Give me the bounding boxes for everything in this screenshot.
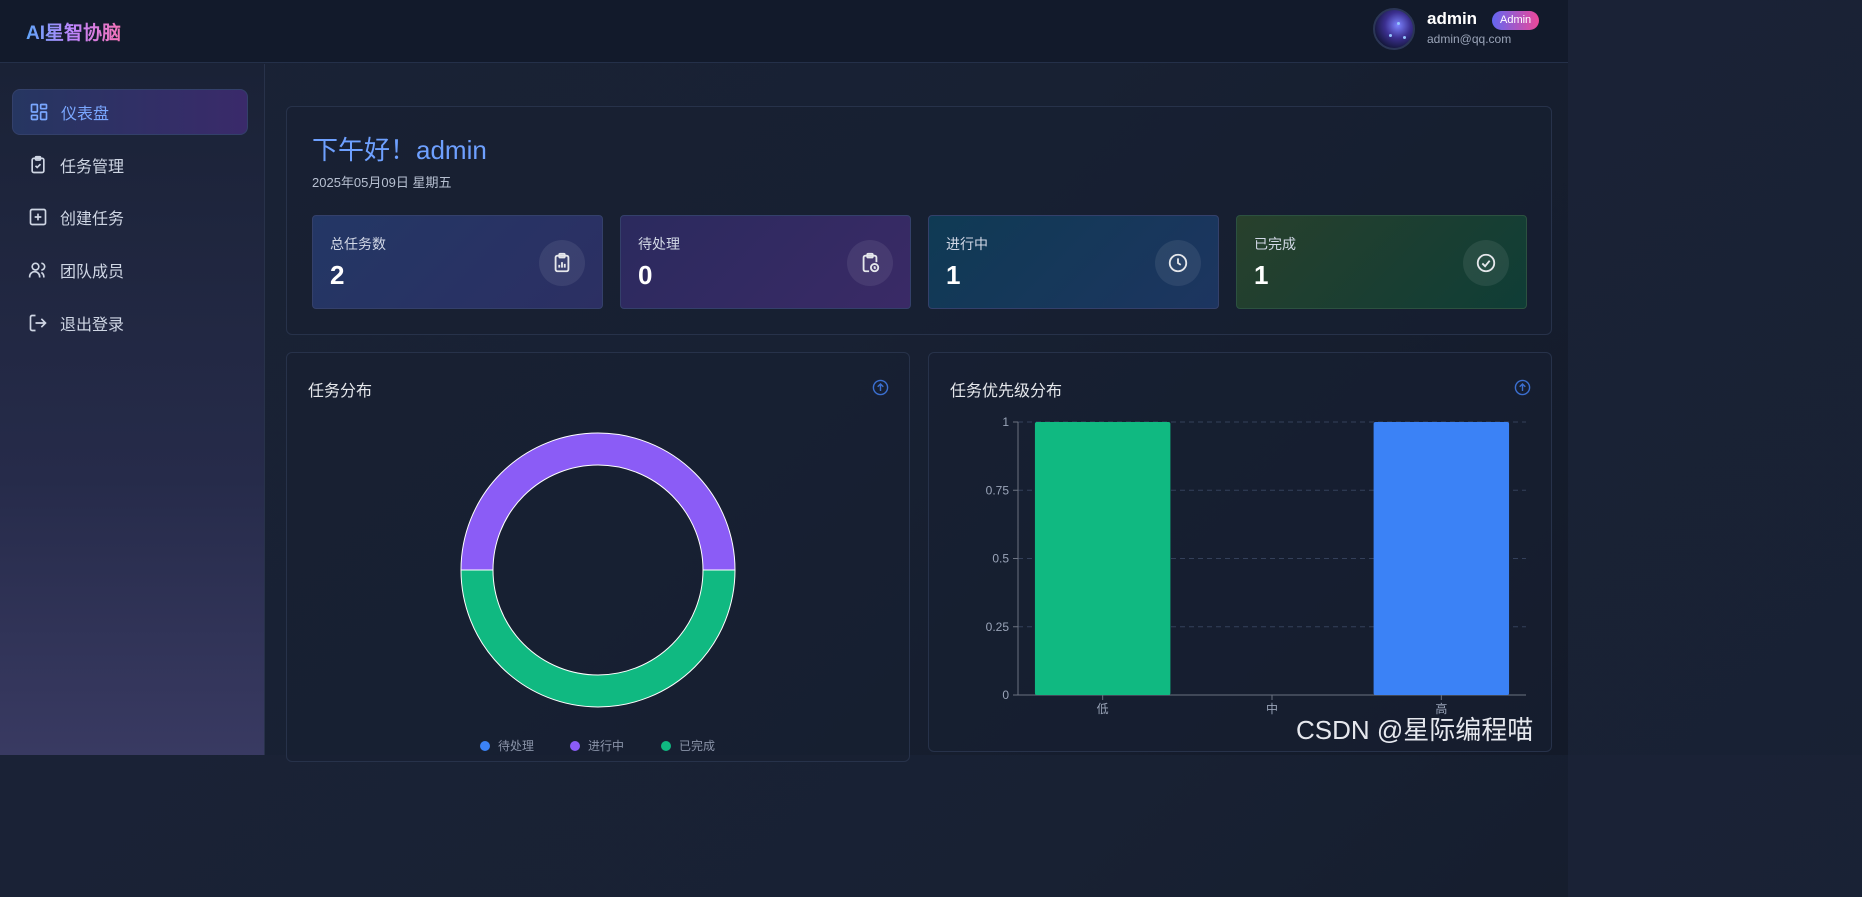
stat-value: 2 xyxy=(330,260,345,290)
users-icon xyxy=(28,262,46,278)
clipboard-icon xyxy=(31,155,45,174)
sidebar-item-label: 退出登录 xyxy=(60,317,125,334)
user-name: admin xyxy=(1427,9,1478,28)
greeting-title: 下午好！admin xyxy=(312,135,487,165)
clipboard-clock-icon xyxy=(847,240,893,286)
stat-value: 1 xyxy=(946,260,961,290)
x-tick-label: 低 xyxy=(1097,702,1109,716)
info-icon[interactable] xyxy=(872,379,889,396)
stat-value: 0 xyxy=(638,260,653,290)
stat-card-total[interactable]: 总任务数 2 xyxy=(312,215,603,309)
legend-dot xyxy=(570,740,580,751)
stat-card-in-progress[interactable]: 进行中 1 xyxy=(928,215,1219,309)
legend-label: 进行中 xyxy=(588,739,625,753)
current-date: 2025年05月09日 星期五 xyxy=(312,175,452,190)
stat-label: 待处理 xyxy=(638,236,680,252)
sidebar-item-create-task[interactable]: 创建任务 xyxy=(12,194,248,240)
stat-label: 已完成 xyxy=(1254,236,1296,252)
y-tick-label: 1 xyxy=(1002,415,1009,429)
app-logo[interactable]: AI星智协脑 xyxy=(26,18,121,45)
top-bar: AI星智协脑 admin Admin admin@qq.com xyxy=(0,0,1568,63)
y-tick-label: 0 xyxy=(1002,688,1009,702)
sidebar-item-tasks[interactable]: 任务管理 xyxy=(12,142,248,188)
task-distribution-title: 任务分布 xyxy=(308,383,373,400)
avatar[interactable] xyxy=(1373,8,1415,50)
bar-0[interactable] xyxy=(1034,422,1171,695)
dashboard-icon xyxy=(30,103,48,121)
donut-slice-2[interactable] xyxy=(460,569,736,708)
priority-bar-chart: 0 0.25 0.5 0.75 1 低 中 高 xyxy=(986,415,1526,716)
sidebar-item-label: 仪表盘 xyxy=(61,106,110,123)
stat-card-pending[interactable]: 待处理 0 xyxy=(620,215,911,309)
check-circle-icon xyxy=(1463,240,1509,286)
stat-value: 1 xyxy=(1254,260,1269,290)
legend-label: 待处理 xyxy=(498,739,535,753)
y-tick-label: 0.5 xyxy=(992,552,1009,566)
legend-label: 已完成 xyxy=(679,739,716,753)
legend-item-completed[interactable]: 已完成 xyxy=(661,737,715,754)
x-tick-label: 中 xyxy=(1266,701,1278,716)
x-tick-label: 高 xyxy=(1435,701,1447,716)
legend-item-in-progress[interactable]: 进行中 xyxy=(570,737,624,754)
y-tick-label: 0.75 xyxy=(986,483,1010,497)
y-tick-label: 0.25 xyxy=(986,620,1010,634)
sidebar xyxy=(0,64,265,755)
watermark: CSDN @星际编程喵 xyxy=(1296,715,1534,745)
info-icon[interactable] xyxy=(1514,379,1531,396)
priority-distribution-title: 任务优先级分布 xyxy=(950,383,1063,400)
donut-chart xyxy=(460,432,736,708)
stat-label: 进行中 xyxy=(946,236,988,252)
role-badge: Admin xyxy=(1492,11,1540,30)
sidebar-item-logout[interactable]: 退出登录 xyxy=(12,300,248,346)
donut-slice-1[interactable] xyxy=(460,432,736,571)
plus-square-icon xyxy=(29,208,47,226)
legend-item-pending[interactable]: 待处理 xyxy=(480,737,534,754)
sidebar-item-dashboard[interactable]: 仪表盘 xyxy=(12,89,248,135)
stat-card-completed[interactable]: 已完成 1 xyxy=(1236,215,1527,309)
sidebar-item-label: 团队成员 xyxy=(60,264,125,281)
bar-2[interactable] xyxy=(1373,422,1510,695)
sidebar-item-team[interactable]: 团队成员 xyxy=(12,247,248,293)
stat-label: 总任务数 xyxy=(330,236,386,252)
logout-icon xyxy=(29,314,47,332)
user-email: admin@qq.com xyxy=(1427,32,1512,46)
clipboard-chart-icon xyxy=(539,240,585,286)
clock-icon xyxy=(1155,240,1201,286)
legend-dot xyxy=(661,740,671,751)
legend-dot xyxy=(480,740,490,751)
sidebar-item-label: 创建任务 xyxy=(60,211,125,228)
sidebar-item-label: 任务管理 xyxy=(60,159,125,176)
